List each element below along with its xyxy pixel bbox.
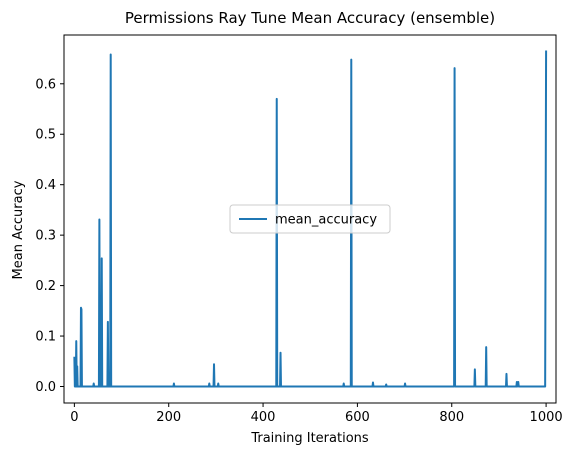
y-tick-label: 0.1 bbox=[35, 330, 56, 345]
x-tick-label: 200 bbox=[156, 410, 181, 425]
y-tick-label: 0.5 bbox=[35, 128, 56, 143]
x-axis-label: Training Iterations bbox=[250, 431, 369, 446]
x-tick-label: 400 bbox=[251, 410, 276, 425]
y-tick-label: 0.3 bbox=[35, 229, 56, 244]
y-axis-label: Mean Accuracy bbox=[11, 180, 26, 279]
y-tick-label: 0.6 bbox=[35, 77, 56, 92]
x-tick-label: 600 bbox=[345, 410, 370, 425]
y-tick-label: 0.0 bbox=[35, 380, 56, 395]
y-tick-label: 0.4 bbox=[35, 178, 56, 193]
x-tick-label: 800 bbox=[439, 410, 464, 425]
chart-title: Permissions Ray Tune Mean Accuracy (ense… bbox=[125, 9, 495, 27]
x-tick-label: 0 bbox=[70, 410, 78, 425]
legend: mean_accuracy bbox=[230, 205, 390, 233]
legend-label: mean_accuracy bbox=[275, 213, 377, 228]
y-tick-label: 0.2 bbox=[35, 279, 56, 294]
x-tick-label: 1000 bbox=[530, 410, 563, 425]
